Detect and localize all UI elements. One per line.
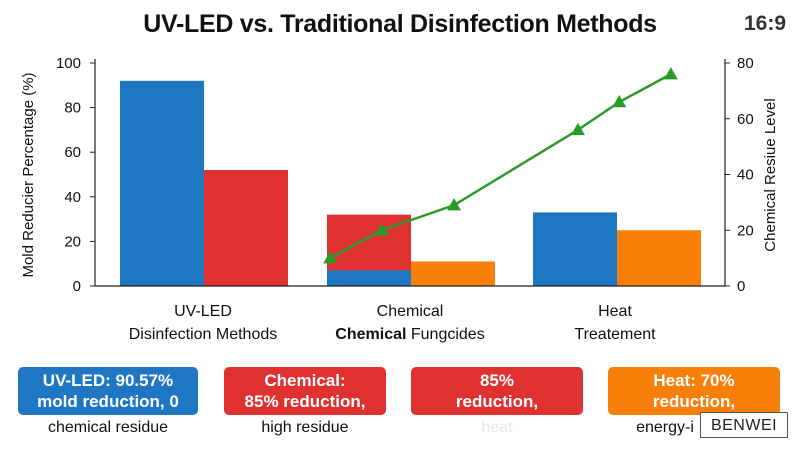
category-label-uvled-line1: UV-LED <box>174 303 232 320</box>
y-tick-label-60: 60 <box>64 144 81 161</box>
callout-energy-subtext: energy-i <box>636 419 694 436</box>
category-label-chemical-line2-bold: Chemical <box>335 326 406 343</box>
y-tick-label-40: 40 <box>64 189 81 206</box>
callout-chemical: Chemical: 85% reduction, <box>224 367 386 415</box>
callout-heat-line1: Heat: 70% <box>653 371 735 390</box>
category-label-chemical-line2-rest: Fungcides <box>406 326 484 343</box>
category-label-uvled-line2: Disinfection Methods <box>129 326 278 343</box>
callout-uvled-line2: mold reduction, 0 <box>37 392 179 411</box>
y-tick-label-0: 0 <box>73 278 81 295</box>
callout-uvled-line1: UV-LED: 90.57% <box>42 371 174 390</box>
callout-heat-line2: reduction, <box>652 392 736 411</box>
callout-chemical-reduction-line1: 85% <box>479 371 514 390</box>
residue-point-5 <box>663 67 678 80</box>
residue-point-3 <box>570 122 585 136</box>
category-label-heat-line2: Treatement <box>574 326 656 343</box>
y2-tick-label-20: 20 <box>737 222 754 239</box>
callout-heat-subtext: heat <box>481 419 513 436</box>
residue-point-1 <box>374 223 389 236</box>
y2-tick-label-80: 80 <box>737 55 754 72</box>
callout-chemical-subtext: high residue <box>261 419 349 436</box>
callout-uvled: UV-LED: 90.57% mold reduction, 0 <box>18 367 198 415</box>
y-tick-label-80: 80 <box>64 100 81 117</box>
callout-chemical-line2: 85% reduction, <box>244 392 366 411</box>
bar-5 <box>617 230 701 286</box>
y-tick-label-20: 20 <box>64 233 81 250</box>
callout-chemical-reduction: 85% reduction, <box>411 367 583 415</box>
chart: 0 20 40 60 80 100 0 20 40 60 80 Mold Reducier Perc… <box>20 55 779 343</box>
category-label-chemical-line2: Chemical Fungcides <box>335 326 484 343</box>
bar-4 <box>533 212 617 286</box>
aspect-ratio-label: 16:9 <box>743 12 786 35</box>
residue-line <box>329 73 672 260</box>
y2-tick-label-0: 0 <box>737 278 745 295</box>
category-label-heat-line1: Heat <box>598 303 632 320</box>
callout-uvled-subtext: chemical residue <box>47 419 169 436</box>
residue-point-0 <box>323 251 338 264</box>
bar-2-inner <box>327 270 411 286</box>
residue-point-2 <box>447 198 462 211</box>
callout-chemical-reduction-line2: reduction, <box>455 392 539 411</box>
y-tick-label-100: 100 <box>56 55 81 72</box>
y2-tick-label-60: 60 <box>737 111 754 128</box>
y2-axis-label: Chemical Resiue Level <box>762 98 779 251</box>
bar-3 <box>411 261 495 286</box>
bar-0 <box>120 80 204 286</box>
bar-1 <box>204 170 288 286</box>
y2-tick-label-40: 40 <box>737 167 754 184</box>
callout-chemical-line1: Chemical: <box>264 371 346 390</box>
y-axis-label: Mold Reducier Percentage (%) <box>20 72 37 277</box>
category-label-chemical-line1: Chemical <box>377 303 444 320</box>
callout-heat: Heat: 70% reduction, <box>608 367 780 415</box>
residue-point-4 <box>612 95 627 108</box>
chart-title: UV-LED vs. Traditional Disinfection Meth… <box>143 10 657 38</box>
watermark-logo: BENWEI <box>700 412 788 438</box>
